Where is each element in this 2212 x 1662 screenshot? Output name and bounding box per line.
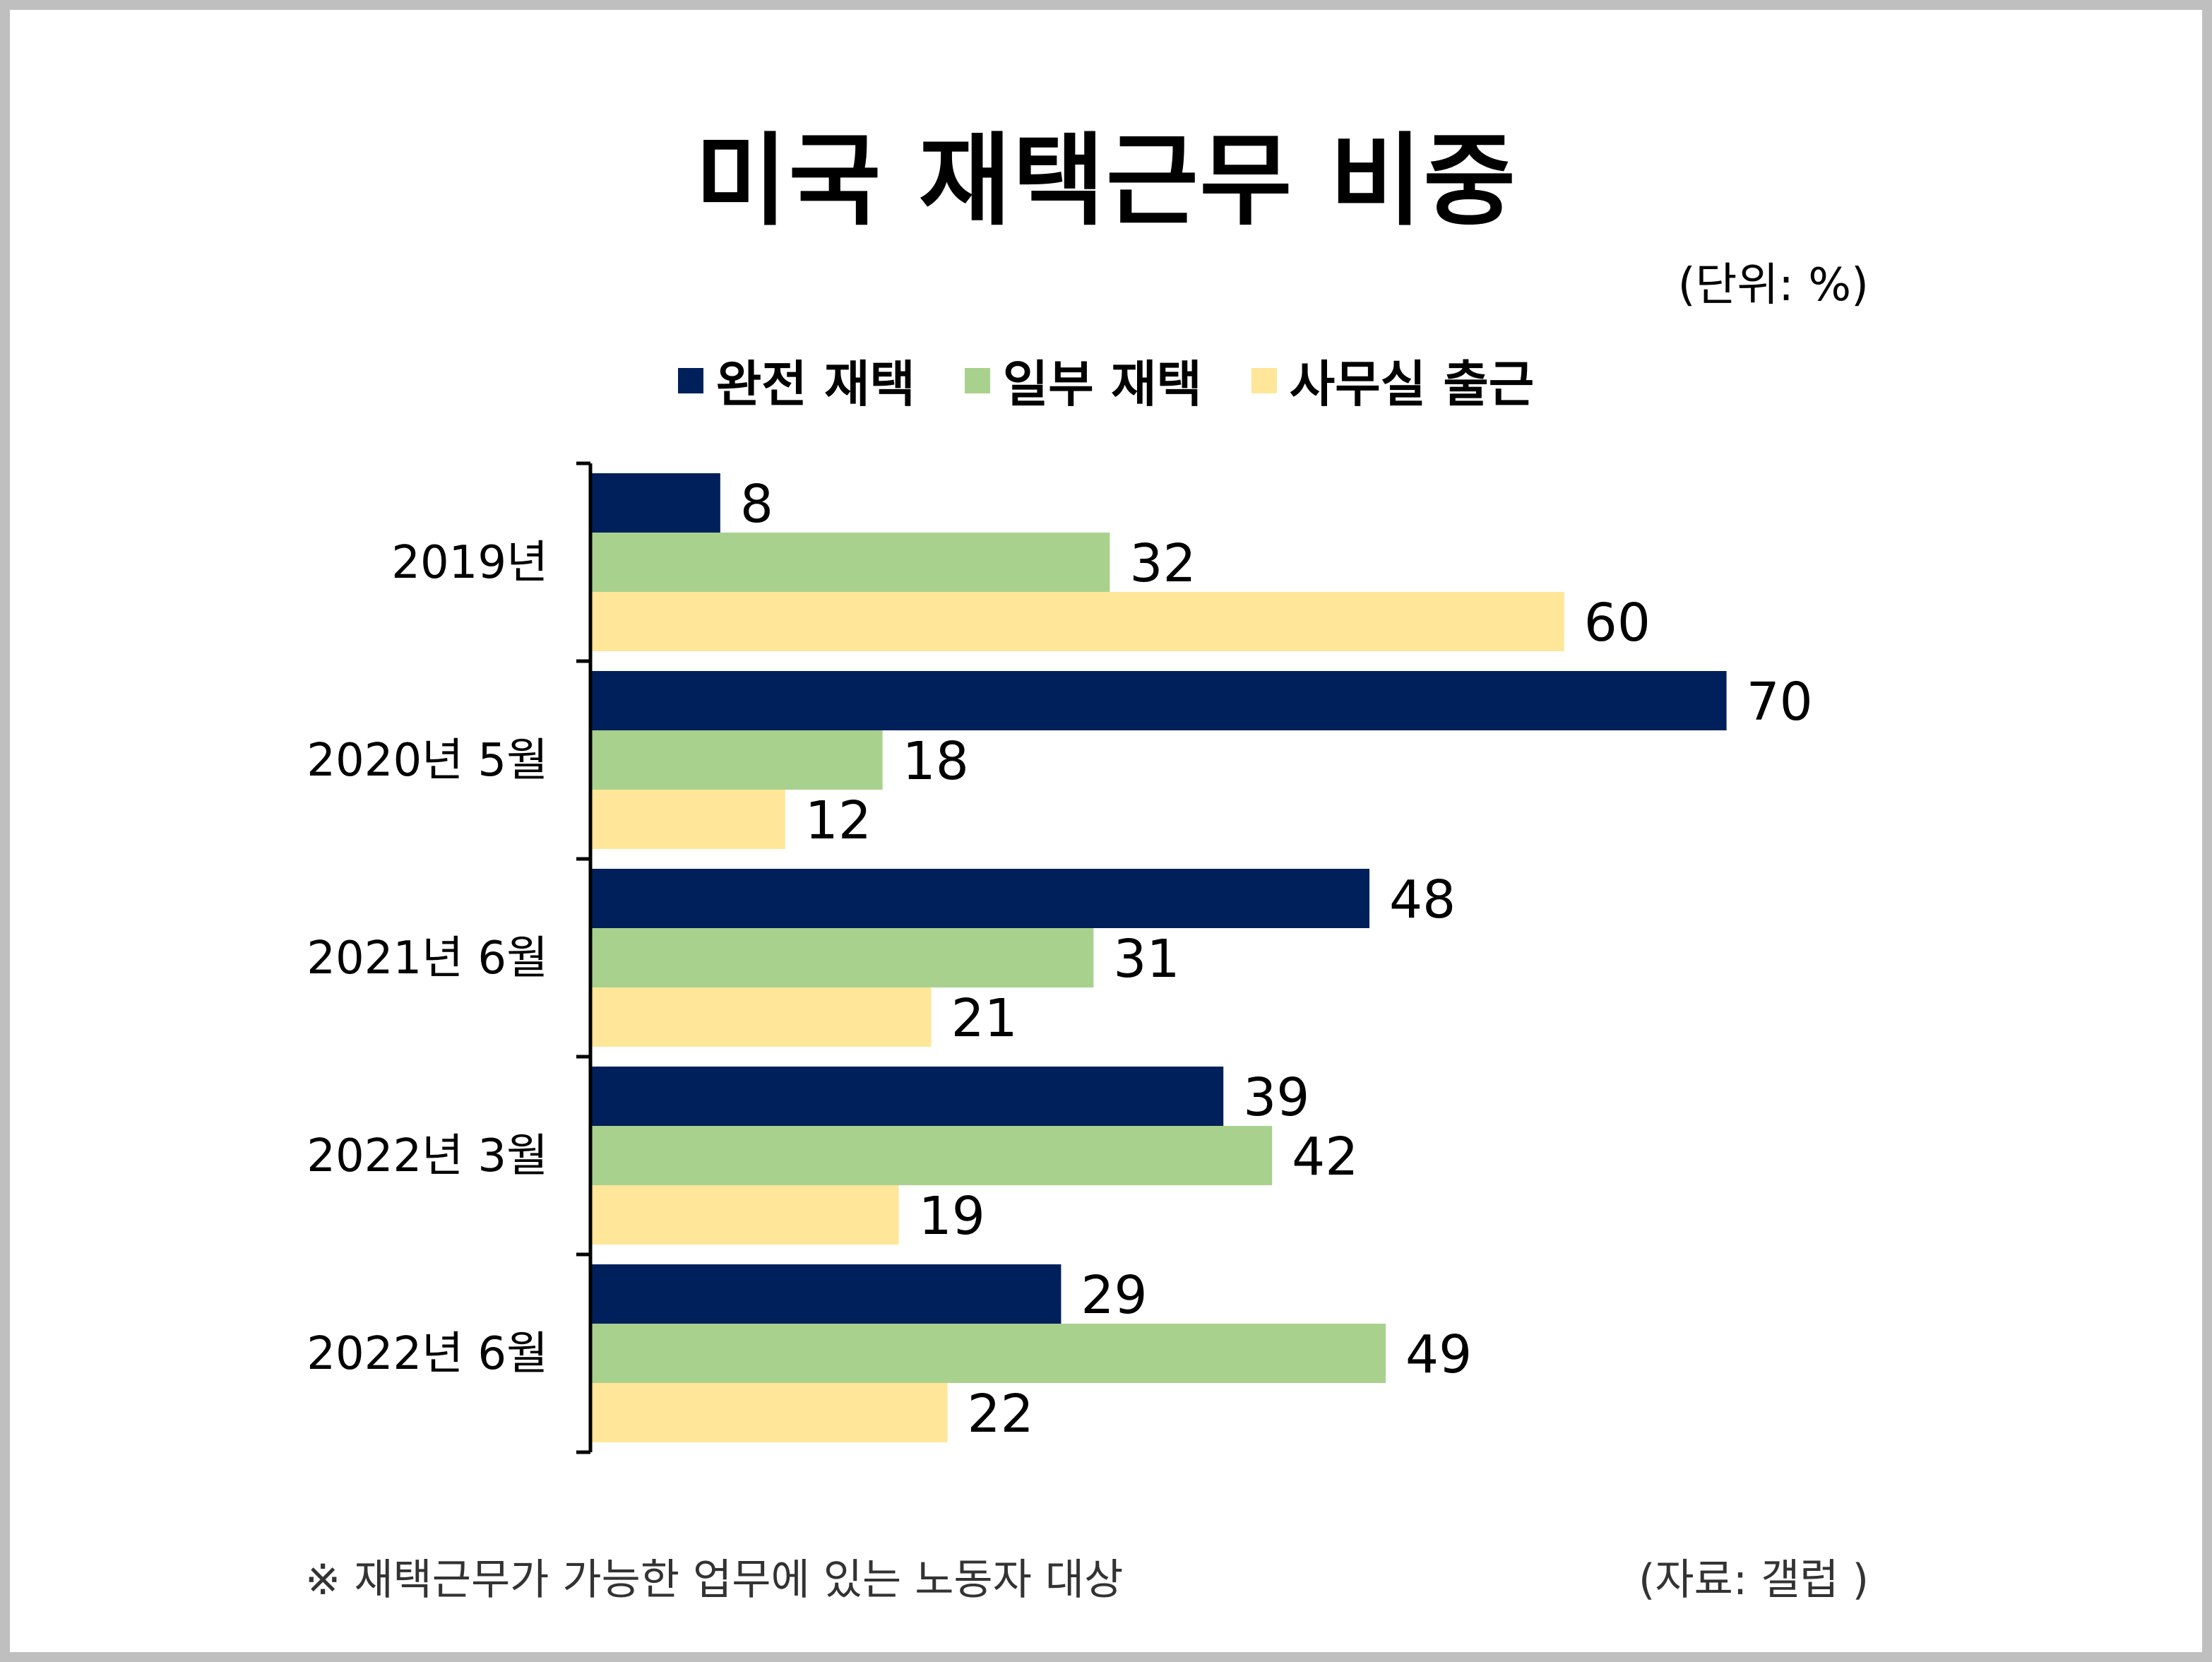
legend-item-office: 사무실 출근 — [1251, 345, 1534, 416]
data-label-0-0: 8 — [740, 474, 773, 535]
bar-2-2 — [590, 987, 932, 1047]
category-label-2: 2021년 6월 — [307, 932, 548, 985]
legend: 완전 재택 일부 재택 사무실 출근 — [0, 345, 2212, 416]
legend-swatch-full-remote — [677, 367, 703, 393]
data-label-0-2: 48 — [1389, 869, 1456, 930]
data-label-0-1: 70 — [1747, 672, 1813, 732]
bar-1-2 — [590, 928, 1094, 987]
legend-item-full-remote: 완전 재택 — [677, 345, 915, 416]
data-label-2-2: 21 — [951, 988, 1018, 1049]
data-label-1-2: 31 — [1113, 929, 1179, 990]
bar-1-1 — [590, 730, 883, 790]
bar-2-4 — [590, 1383, 948, 1442]
legend-swatch-hybrid — [964, 367, 990, 393]
bar-2-0 — [590, 592, 1564, 651]
bar-0-1 — [590, 671, 1727, 730]
data-label-0-4: 29 — [1081, 1265, 1147, 1326]
bar-2-3 — [590, 1185, 899, 1245]
bar-1-0 — [590, 533, 1110, 592]
source-label: (자료: 갤럽 ) — [1639, 1555, 1869, 1605]
data-label-1-0: 32 — [1129, 533, 1196, 594]
bar-0-2 — [590, 869, 1370, 928]
category-label-3: 2022년 3월 — [307, 1130, 548, 1182]
category-label-4: 2022년 6월 — [307, 1328, 548, 1380]
data-label-1-1: 18 — [903, 731, 969, 792]
bar-1-4 — [590, 1324, 1386, 1383]
bar-0-4 — [590, 1264, 1062, 1324]
data-label-1-4: 49 — [1405, 1324, 1472, 1385]
data-label-2-0: 60 — [1584, 593, 1651, 653]
data-label-0-3: 39 — [1243, 1067, 1309, 1128]
legend-item-hybrid: 일부 재택 — [964, 345, 1202, 416]
category-label-0: 2019년 — [391, 537, 548, 589]
chart-title: 미국 재택근무 비중 — [695, 123, 1517, 239]
legend-label-hybrid: 일부 재택 — [1002, 355, 1202, 413]
legend-label-full-remote: 완전 재택 — [715, 355, 915, 413]
footnote: ※ 재택근무가 가능한 업무에 있는 노동자 대상 — [305, 1555, 1124, 1605]
bar-2-1 — [590, 790, 785, 849]
bar-0-0 — [590, 473, 720, 533]
legend-swatch-office — [1251, 367, 1277, 393]
unit-label: (단위: %) — [1677, 259, 1869, 311]
data-label-2-3: 19 — [919, 1186, 985, 1247]
data-label-2-1: 12 — [805, 790, 872, 851]
bar-0-3 — [590, 1067, 1224, 1126]
data-label-1-3: 42 — [1292, 1127, 1358, 1187]
data-label-2-4: 22 — [968, 1384, 1034, 1444]
category-label-1: 2020년 5월 — [307, 735, 548, 787]
bar-1-3 — [590, 1126, 1273, 1185]
legend-label-office: 사무실 출근 — [1289, 355, 1535, 413]
